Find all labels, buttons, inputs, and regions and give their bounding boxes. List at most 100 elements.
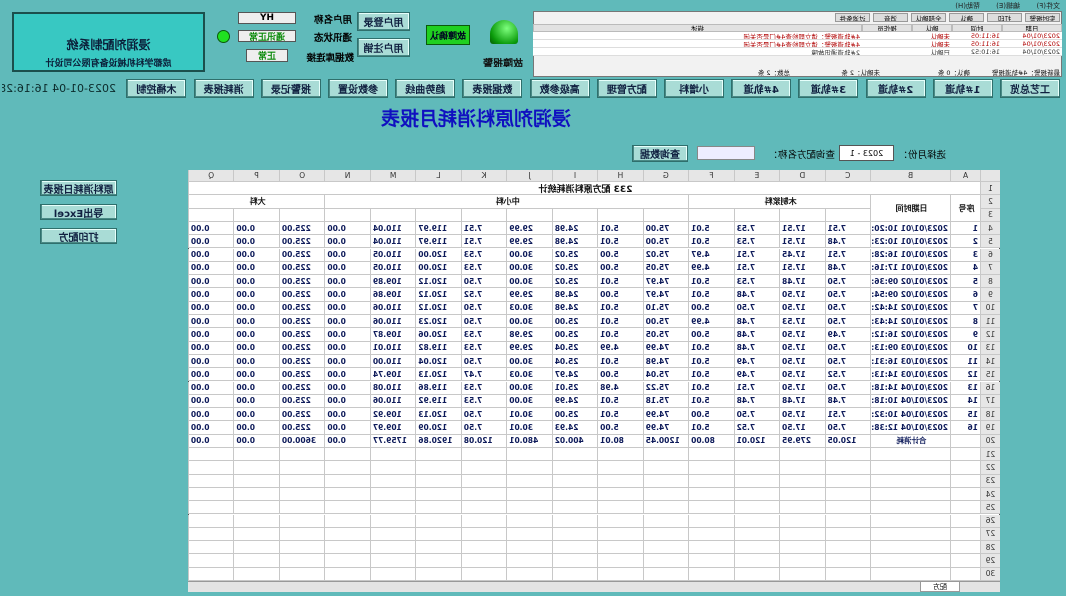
alarm-status: 总数：2 条 [757,69,790,76]
data-cell: 3 [950,248,980,262]
data-cell: 74.97 [642,275,689,289]
empty-cell [324,514,370,528]
data-cell: 25.00 [551,408,598,422]
empty-cell [950,474,980,488]
data-cell: 120.04 [415,354,461,369]
menu-item[interactable]: 编辑(E) [996,2,1020,10]
row-number: 6 [980,248,1000,262]
alarm-tool[interactable]: 过滤条件 [835,13,870,22]
data-cell: 11 [950,354,980,369]
data-cell: 25.02 [551,248,598,262]
fault-ack-button[interactable]: 故障确认 [426,25,470,45]
alarm-cell [862,40,912,48]
data-cell: 8 [950,315,980,329]
data-cell: 2023/01/02 16:12:36 [870,328,950,342]
empty-cell [950,541,980,555]
data-cell: 25.04 [551,354,598,369]
empty-cell [597,448,643,462]
empty-cell [870,474,950,488]
data-cell: 0.00 [324,288,370,302]
data-cell: 7.50 [460,408,507,422]
nav-button[interactable]: 1#轨道 [932,79,993,98]
nav-button[interactable]: 4#轨道 [731,79,792,98]
empty-cell [233,461,279,475]
data-cell: 5.01 [688,381,734,395]
data-cell: 0.00 [187,341,234,355]
empty-cell [460,527,507,542]
data-cell: 75.05 [642,328,689,342]
login-button[interactable]: 用户登录 [357,12,410,31]
nav-button[interactable]: 木桶控制 [126,79,187,98]
data-cell: 25.01 [551,381,598,395]
menu-item[interactable]: 文件(F) [1036,2,1061,10]
menu-item[interactable]: 帮助(H) [955,2,980,10]
empty-cell [278,527,325,542]
nav-button[interactable]: 消耗报表 [193,79,254,98]
alarm-status: 最新报警：4#轨道报警 [991,69,1060,76]
empty-cell [369,501,416,515]
nav-button[interactable]: 2#轨道 [865,79,926,98]
data-cell: 2023/01/04 14:18:07 [870,381,950,395]
alarm-tool[interactable]: 实时报警 [1025,13,1060,22]
data-cell: 7.48 [824,261,870,276]
alarm-status: 确认：0 条 [937,69,970,76]
alarm-tool[interactable]: 确认 [949,13,984,22]
status-lamp [217,30,230,43]
empty-cell [597,514,643,528]
empty-cell [597,541,643,555]
empty-cell [324,567,370,581]
data-cell: 7.50 [824,381,870,395]
recipe-label: 查询配方名称： [768,150,835,160]
nav-button[interactable]: 趋势曲线 [395,79,456,98]
data-cell: 7.50 [460,275,507,289]
data-cell: 7.48 [733,341,780,355]
logout-button[interactable]: 用户注销 [357,38,410,57]
nav-button[interactable]: 小增料 [664,79,724,98]
alarm-col-header: 确认 [912,24,952,32]
data-cell: 119.97 [415,221,461,236]
data-cell: 225.00 [278,288,325,302]
nav-button[interactable]: 3#轨道 [798,79,859,98]
data-cell: 2023/01/01 16:28:33 [870,248,950,262]
empty-cell [233,448,279,462]
empty-cell [733,514,780,528]
data-cell: 7.53 [733,275,780,289]
empty-cell [824,448,870,462]
subheader-cell [824,208,870,222]
empty-cell [950,567,980,581]
side-button[interactable]: 原料消耗日报表 [40,180,117,196]
data-cell: 17.50 [779,301,825,315]
data-cell: 120.06 [415,328,461,342]
nav-button[interactable]: 工艺总览 [1000,79,1060,98]
month-select[interactable]: 2023 - 1 [839,145,894,161]
nav-button[interactable]: 参数设置 [328,79,388,98]
empty-cell [597,487,643,502]
data-cell: 109.87 [369,328,416,342]
nav-button[interactable]: 配方管理 [596,79,657,98]
data-cell: 5.01 [688,235,734,249]
sheet-tab[interactable]: 配方 [920,581,960,592]
empty-cell [551,501,598,515]
nav-button[interactable]: 报警记录 [260,79,321,98]
data-cell: 225.00 [278,408,325,422]
alarm-tool[interactable]: 消音 [873,13,908,22]
data-cell: 5.01 [597,301,643,315]
side-button[interactable]: 导出Excel [40,204,117,220]
empty-cell [506,541,552,555]
nav-button[interactable]: 高级参数 [529,79,590,98]
side-button[interactable]: 打印配方 [40,228,117,244]
empty-cell [233,527,279,542]
data-cell: 0.00 [187,394,234,409]
data-cell: 17.50 [779,421,825,435]
data-cell: 0.00 [233,235,279,249]
alarm-tool[interactable]: 打印 [987,13,1022,22]
empty-cell [551,487,598,502]
data-cell: 0.00 [324,235,370,249]
nav-button[interactable]: 数据报表 [462,79,523,98]
empty-cell [950,461,980,475]
alarm-tool[interactable]: 全部确认 [911,13,946,22]
query-button[interactable]: 查询数据 [632,145,688,162]
empty-cell [187,541,234,555]
recipe-input[interactable] [697,146,755,160]
empty-cell [324,474,370,488]
